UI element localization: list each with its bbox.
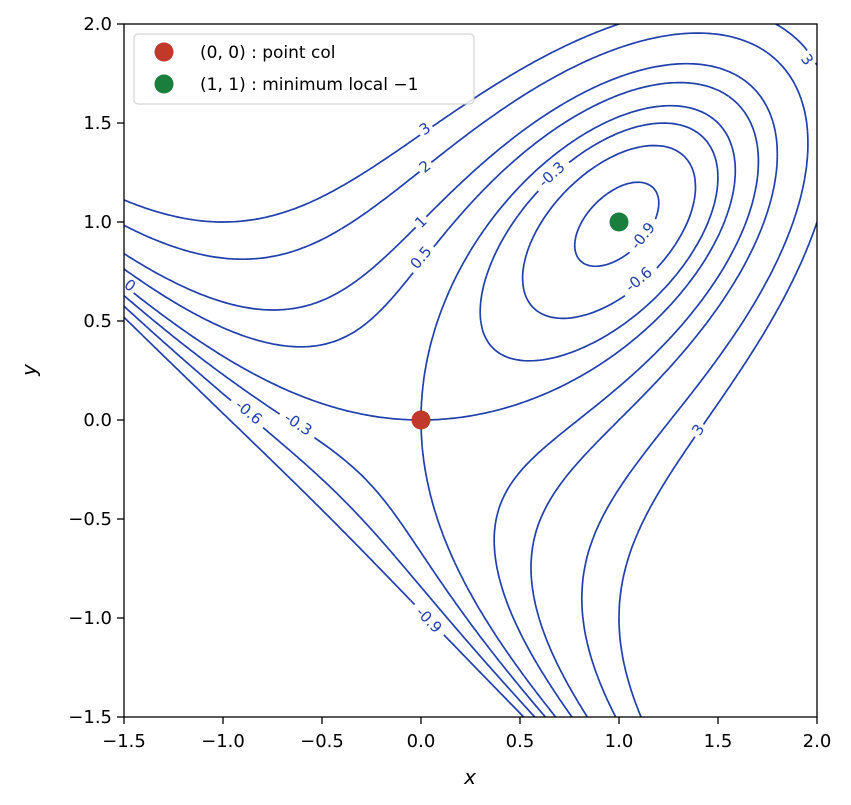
critical-points <box>411 212 629 430</box>
contour-label: -0.9 <box>407 598 450 642</box>
critical-point-marker <box>609 212 629 232</box>
y-axis-ticks: −1.5 −1.0 −0.5 0.0 0.5 1.0 1.5 2.0 <box>68 14 124 728</box>
contour-label: -0.6 <box>226 391 271 433</box>
x-axis-ticks: −1.5 −1.0 −0.5 0.0 0.5 1.0 1.5 2.0 <box>102 717 831 752</box>
legend-marker <box>154 74 174 94</box>
plot-frame <box>123 23 818 718</box>
contour-level <box>124 62 779 717</box>
y-tick-label: 1.0 <box>83 212 112 233</box>
y-axis-title: y <box>17 363 41 377</box>
contour-level <box>124 81 760 717</box>
y-tick-label: 2.0 <box>83 14 112 35</box>
contour-label: 3 <box>795 48 817 71</box>
legend-entry: (0, 0) : point col <box>200 43 335 63</box>
contour-label: 0 <box>124 273 142 298</box>
legend-box <box>133 33 475 105</box>
contour-lines <box>124 24 817 717</box>
legend: (0, 0) : point col (1, 1) : minimum local… <box>133 33 475 105</box>
x-tick-label: 0.0 <box>407 731 436 752</box>
x-tick-label: 2.0 <box>803 731 832 752</box>
legend-marker <box>154 42 174 62</box>
contour-label: -0.9 <box>622 213 663 258</box>
contour-level <box>124 32 809 717</box>
critical-point-marker <box>411 410 431 430</box>
contour-label: 0.5 <box>403 239 439 277</box>
contour-label: -0.6 <box>616 259 661 300</box>
x-axis-title: x <box>463 765 476 789</box>
x-tick-label: −1.0 <box>201 731 245 752</box>
x-tick-label: 1.5 <box>704 731 733 752</box>
x-tick-label: −1.5 <box>102 731 146 752</box>
x-tick-label: 1.0 <box>605 731 634 752</box>
contour-level <box>124 181 660 717</box>
contour-label: 1 <box>409 210 433 234</box>
y-tick-label: 0.0 <box>83 410 112 431</box>
y-tick-label: −0.5 <box>68 509 112 530</box>
contour-label: -0.3 <box>275 404 321 444</box>
x-tick-label: 0.5 <box>506 731 535 752</box>
y-tick-label: 1.5 <box>83 113 112 134</box>
x-tick-label: −0.5 <box>300 731 344 752</box>
contour-label: 3 <box>686 418 710 442</box>
y-tick-label: 0.5 <box>83 311 112 332</box>
contour-label: 3 <box>413 117 437 141</box>
legend-entry: (1, 1) : minimum local −1 <box>200 75 418 95</box>
y-tick-label: −1.5 <box>68 707 112 728</box>
y-tick-label: −1.0 <box>68 608 112 629</box>
contour-level <box>124 144 697 717</box>
contour-label: 2 <box>413 154 437 179</box>
contour-level <box>124 122 719 717</box>
contour-level <box>124 24 817 717</box>
